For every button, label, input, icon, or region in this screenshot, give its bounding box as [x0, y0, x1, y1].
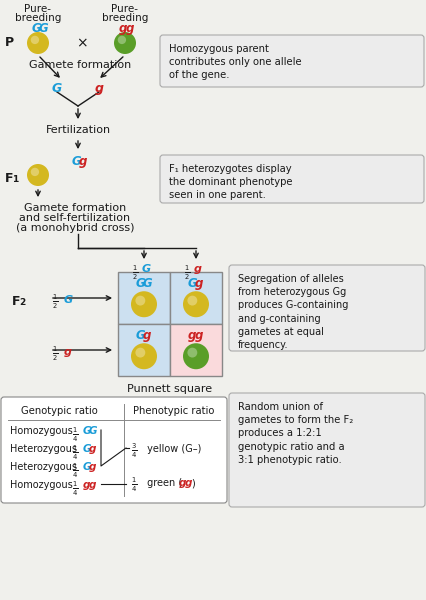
Bar: [118, 324, 170, 376]
Text: g: g: [187, 329, 196, 342]
Text: g: g: [83, 480, 90, 490]
Text: F: F: [12, 295, 20, 308]
Text: Genotypic ratio: Genotypic ratio: [20, 406, 97, 416]
Text: F: F: [5, 172, 14, 185]
Text: $\frac{1}{4}$: $\frac{1}{4}$: [72, 444, 78, 462]
Text: Homozygous: Homozygous: [10, 426, 72, 436]
Text: Gamete formation: Gamete formation: [24, 203, 126, 213]
Text: 1: 1: [12, 175, 18, 184]
Text: G: G: [89, 426, 97, 436]
Text: breeding: breeding: [101, 13, 148, 23]
Text: g: g: [64, 347, 72, 357]
Text: g: g: [184, 478, 192, 488]
FancyBboxPatch shape: [160, 35, 423, 87]
Text: g: g: [89, 444, 96, 454]
FancyBboxPatch shape: [1, 397, 227, 503]
Text: yellow (G–): yellow (G–): [144, 444, 201, 454]
Bar: [170, 324, 222, 376]
Circle shape: [118, 36, 126, 44]
Text: $\frac{1}{2}$: $\frac{1}{2}$: [184, 264, 190, 282]
Text: $\frac{1}{2}$: $\frac{1}{2}$: [52, 345, 58, 363]
Circle shape: [27, 164, 49, 186]
Text: $\frac{3}{4}$: $\frac{3}{4}$: [131, 442, 137, 460]
Text: and self-fertilization: and self-fertilization: [20, 213, 130, 223]
Text: g: g: [89, 462, 96, 472]
Text: Random union of
gametes to form the F₂
produces a 1:2:1
genotypic ratio and a
3:: Random union of gametes to form the F₂ p…: [237, 402, 352, 465]
Circle shape: [187, 347, 197, 358]
Text: g: g: [89, 480, 96, 490]
Text: 2: 2: [19, 298, 25, 307]
Text: Punnett square: Punnett square: [127, 384, 212, 394]
Text: Homozygous parent
contributes only one allele
of the gene.: Homozygous parent contributes only one a…: [169, 44, 301, 80]
Text: G: G: [72, 155, 81, 168]
Text: Heterozygous: Heterozygous: [10, 462, 77, 472]
Circle shape: [187, 296, 197, 305]
Text: G: G: [187, 277, 197, 290]
Text: g: g: [143, 329, 151, 342]
Text: G: G: [83, 444, 91, 454]
Circle shape: [31, 168, 39, 176]
Text: Homozygous: Homozygous: [10, 480, 72, 490]
Bar: [170, 272, 222, 324]
Text: $\frac{1}{4}$: $\frac{1}{4}$: [131, 476, 137, 494]
Text: ): ): [190, 478, 194, 488]
Text: F₁ heterozygotes display
the dominant phenotype
seen in one parent.: F₁ heterozygotes display the dominant ph…: [169, 164, 292, 200]
Text: Heterozygous: Heterozygous: [10, 444, 77, 454]
Bar: [118, 272, 170, 324]
Text: G: G: [32, 22, 41, 35]
FancyBboxPatch shape: [160, 155, 423, 203]
Text: $\frac{1}{2}$: $\frac{1}{2}$: [52, 293, 58, 311]
FancyBboxPatch shape: [228, 393, 424, 507]
Text: Pure-: Pure-: [111, 4, 138, 14]
Text: G: G: [142, 264, 151, 274]
Text: breeding: breeding: [15, 13, 61, 23]
Text: g: g: [195, 329, 203, 342]
Text: G: G: [52, 82, 62, 95]
Text: $\frac{1}{4}$: $\frac{1}{4}$: [72, 480, 78, 498]
Text: g: g: [178, 478, 186, 488]
Text: G: G: [143, 277, 152, 290]
Text: ×: ×: [76, 36, 88, 50]
Circle shape: [135, 296, 145, 305]
Circle shape: [114, 32, 136, 54]
Circle shape: [135, 347, 145, 358]
Text: G: G: [64, 295, 73, 305]
Text: g: g: [195, 277, 203, 290]
Text: (a monohybrid cross): (a monohybrid cross): [16, 223, 134, 233]
Text: P: P: [5, 37, 14, 49]
Circle shape: [31, 36, 39, 44]
Text: green (: green (: [144, 478, 182, 488]
Text: $\frac{1}{4}$: $\frac{1}{4}$: [72, 426, 78, 444]
Text: $\frac{1}{4}$: $\frac{1}{4}$: [72, 462, 78, 480]
Circle shape: [183, 343, 208, 369]
Text: g: g: [119, 22, 127, 35]
Text: Pure-: Pure-: [24, 4, 52, 14]
Text: G: G: [83, 426, 91, 436]
Text: g: g: [94, 82, 103, 95]
Text: g: g: [193, 264, 201, 274]
FancyBboxPatch shape: [228, 265, 424, 351]
Text: g: g: [126, 22, 134, 35]
Text: Phenotypic ratio: Phenotypic ratio: [133, 406, 214, 416]
Circle shape: [183, 291, 208, 317]
Circle shape: [131, 343, 157, 369]
Text: G: G: [83, 462, 91, 472]
Text: G: G: [136, 329, 145, 342]
Text: G: G: [39, 22, 49, 35]
Text: Segregation of alleles
from heterozygous Gg
produces G-containing
and g-containi: Segregation of alleles from heterozygous…: [237, 274, 348, 350]
Text: Fertilization: Fertilization: [45, 125, 110, 135]
Text: Gamete formation: Gamete formation: [29, 60, 131, 70]
Text: g: g: [79, 155, 87, 168]
Text: $\frac{1}{2}$: $\frac{1}{2}$: [132, 264, 138, 282]
Circle shape: [27, 32, 49, 54]
Text: G: G: [136, 277, 145, 290]
Circle shape: [131, 291, 157, 317]
